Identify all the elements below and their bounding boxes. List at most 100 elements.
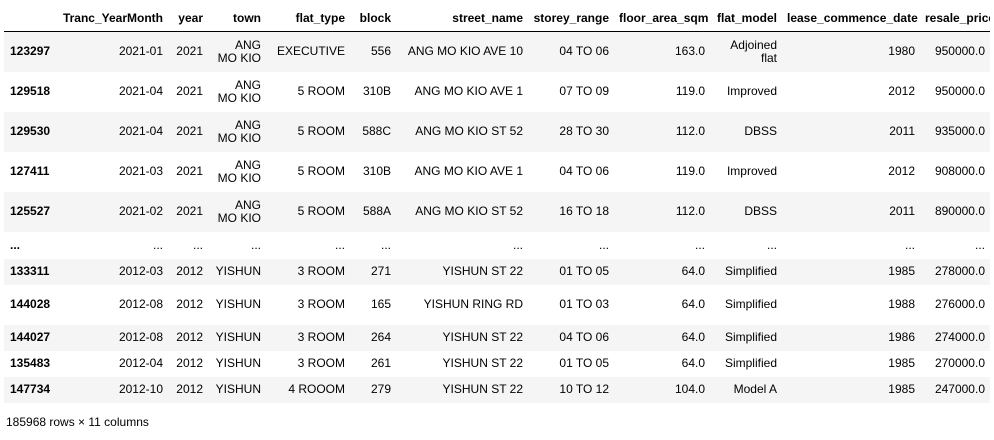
cell-tranc-yearmonth: 2012-10 [118, 382, 163, 396]
cell-lease-commence-date: ... [904, 237, 915, 252]
cell-street-name: YISHUN ST 22 [442, 382, 523, 396]
cell-floor-area-sqm: 119.0 [675, 164, 705, 178]
cell-storey-range: 04 TO 06 [559, 330, 609, 344]
column-header-town: town [208, 6, 266, 32]
cell-year: 2021 [176, 84, 203, 98]
column-header-flat-type: flat_type [266, 6, 350, 32]
cell-tranc-yearmonth: ... [152, 237, 163, 252]
cell-flat-model: Simplified [724, 297, 777, 311]
cell-tranc-yearmonth: 2021-04 [118, 84, 163, 98]
cell-lease-commence-date: 2011 [889, 204, 915, 218]
row-index: 135483 [10, 356, 51, 370]
cell-block: ... [380, 237, 391, 252]
cell-flat-type: 5 ROOM [297, 124, 345, 138]
cell-floor-area-sqm: 64.0 [681, 297, 705, 311]
cell-tranc-yearmonth: 2021-03 [118, 164, 163, 178]
cell-street-name: ... [512, 237, 523, 252]
row-index: 129530 [10, 124, 51, 138]
column-header-resale-price: resale_price [920, 6, 990, 32]
cell-flat-type: 3 ROOM [297, 356, 345, 370]
column-header-street-name: street_name [396, 6, 528, 32]
cell-block: 264 [370, 330, 391, 344]
column-header-flat-model: flat_model [710, 6, 782, 32]
table-row: 147734 2012-10 2012 YISHUN 4 ROOOM 279 YISHUN … [4, 376, 990, 403]
table-row: 144028 2012-08 2012 YISHUN 3 ROOM 165 YISHUN R… [4, 284, 990, 325]
cell-year: 2021 [176, 164, 203, 178]
cell-tranc-yearmonth: 2012-04 [118, 356, 163, 370]
cell-storey-range: 04 TO 06 [559, 44, 609, 59]
cell-street-name: YISHUN ST 22 [442, 356, 523, 370]
cell-block: 310B [362, 84, 391, 98]
cell-lease-commence-date: 2012 [888, 84, 915, 98]
cell-street-name: ANG MO KIO ST 52 [415, 204, 523, 218]
cell-lease-commence-date: 1988 [888, 297, 915, 311]
column-header-block: block [350, 6, 396, 32]
cell-tranc-yearmonth: 2021-01 [118, 44, 163, 59]
cell-town: YISHUN [215, 297, 261, 311]
cell-street-name: ANG MO KIO AVE 10 [407, 44, 523, 59]
cell-storey-range: 16 TO 18 [559, 204, 609, 218]
cell-town: ANG MO KIO [217, 117, 261, 145]
cell-flat-type: 3 ROOM [297, 297, 345, 311]
cell-floor-area-sqm: 64.0 [681, 330, 705, 344]
cell-tranc-yearmonth: 2012-08 [118, 297, 163, 311]
cell-year: 2021 [176, 44, 203, 59]
cell-lease-commence-date: 2012 [888, 164, 915, 178]
cell-town: ANG MO KIO [217, 77, 261, 105]
cell-town: ANG MO KIO [217, 157, 261, 185]
cell-resale-price: ... [974, 237, 985, 252]
cell-flat-model: Simplified [724, 330, 777, 344]
cell-block: 310B [362, 164, 391, 178]
column-header-year: year [168, 6, 208, 32]
cell-year: 2021 [176, 204, 203, 218]
cell-lease-commence-date: 2011 [889, 124, 915, 138]
row-index: 144028 [10, 297, 51, 311]
cell-flat-type: 5 ROOM [297, 84, 345, 98]
cell-floor-area-sqm: 163.0 [674, 44, 705, 59]
cell-floor-area-sqm: 104.0 [674, 382, 705, 396]
cell-street-name: YISHUN RING RD [423, 297, 523, 311]
column-header-tranc-yearmonth: Tranc_YearMonth [56, 6, 168, 32]
row-index: 123297 [10, 44, 51, 59]
cell-block: 165 [370, 297, 391, 311]
cell-tranc-yearmonth: 2021-02 [118, 204, 163, 218]
table-row: 127411 2021-03 2021 ANG MO KIO 5 ROOM 310B ANG… [4, 151, 990, 192]
cell-flat-model: Improved [726, 164, 777, 178]
cell-floor-area-sqm: ... [694, 237, 705, 252]
cell-block: 588A [362, 204, 391, 218]
cell-town: YISHUN [215, 330, 261, 344]
cell-resale-price: 908000.0 [934, 164, 985, 178]
row-index: 129518 [10, 84, 51, 98]
cell-resale-price: 935000.0 [934, 124, 985, 138]
cell-year: 2012 [176, 297, 203, 311]
table-row: 135483 2012-04 2012 YISHUN 3 ROOM 261 YISHUN S… [4, 350, 990, 377]
cell-year: 2012 [176, 264, 203, 278]
cell-storey-range: ... [598, 237, 609, 252]
cell-storey-range: 01 TO 05 [559, 356, 609, 370]
dataframe-table: Tranc_YearMonth year town flat_type block str… [4, 6, 990, 403]
cell-resale-price: 274000.0 [934, 330, 985, 344]
cell-flat-type: 5 ROOM [297, 204, 345, 218]
ellipsis-row: .................................... [4, 231, 990, 259]
table-header: Tranc_YearMonth year town flat_type block str… [4, 6, 990, 32]
cell-block: 556 [370, 44, 391, 59]
table-row: 125527 2021-02 2021 ANG MO KIO 5 ROOM 588A ANG… [4, 191, 990, 232]
cell-resale-price: 276000.0 [934, 297, 985, 311]
cell-lease-commence-date: 1985 [888, 264, 915, 278]
dataframe-output: Tranc_YearMonth year town flat_type block str… [4, 6, 990, 429]
table-body: 123297 2021-01 2021 ANG MO KIO EXECUTIVE 556 A… [4, 31, 990, 403]
cell-town: ANG MO KIO [217, 197, 261, 225]
cell-flat-model: Improved [726, 84, 777, 98]
column-header-storey-range: storey_range [528, 6, 614, 32]
cell-floor-area-sqm: 112.0 [675, 124, 705, 138]
table-row: 133311 2012-03 2012 YISHUN 3 ROOM 271 YISHUN S… [4, 258, 990, 285]
cell-town: YISHUN [215, 264, 261, 278]
cell-floor-area-sqm: 64.0 [681, 264, 705, 278]
table-row: 144027 2012-08 2012 YISHUN 3 ROOM 264 YISHUN S… [4, 324, 990, 351]
cell-street-name: ANG MO KIO ST 52 [415, 124, 523, 138]
cell-year: 2012 [176, 330, 203, 344]
cell-flat-model: Simplified [724, 264, 777, 278]
cell-flat-model: Adjoined flat [730, 37, 777, 65]
row-index: 147734 [10, 382, 51, 396]
row-index: ... [10, 237, 21, 252]
